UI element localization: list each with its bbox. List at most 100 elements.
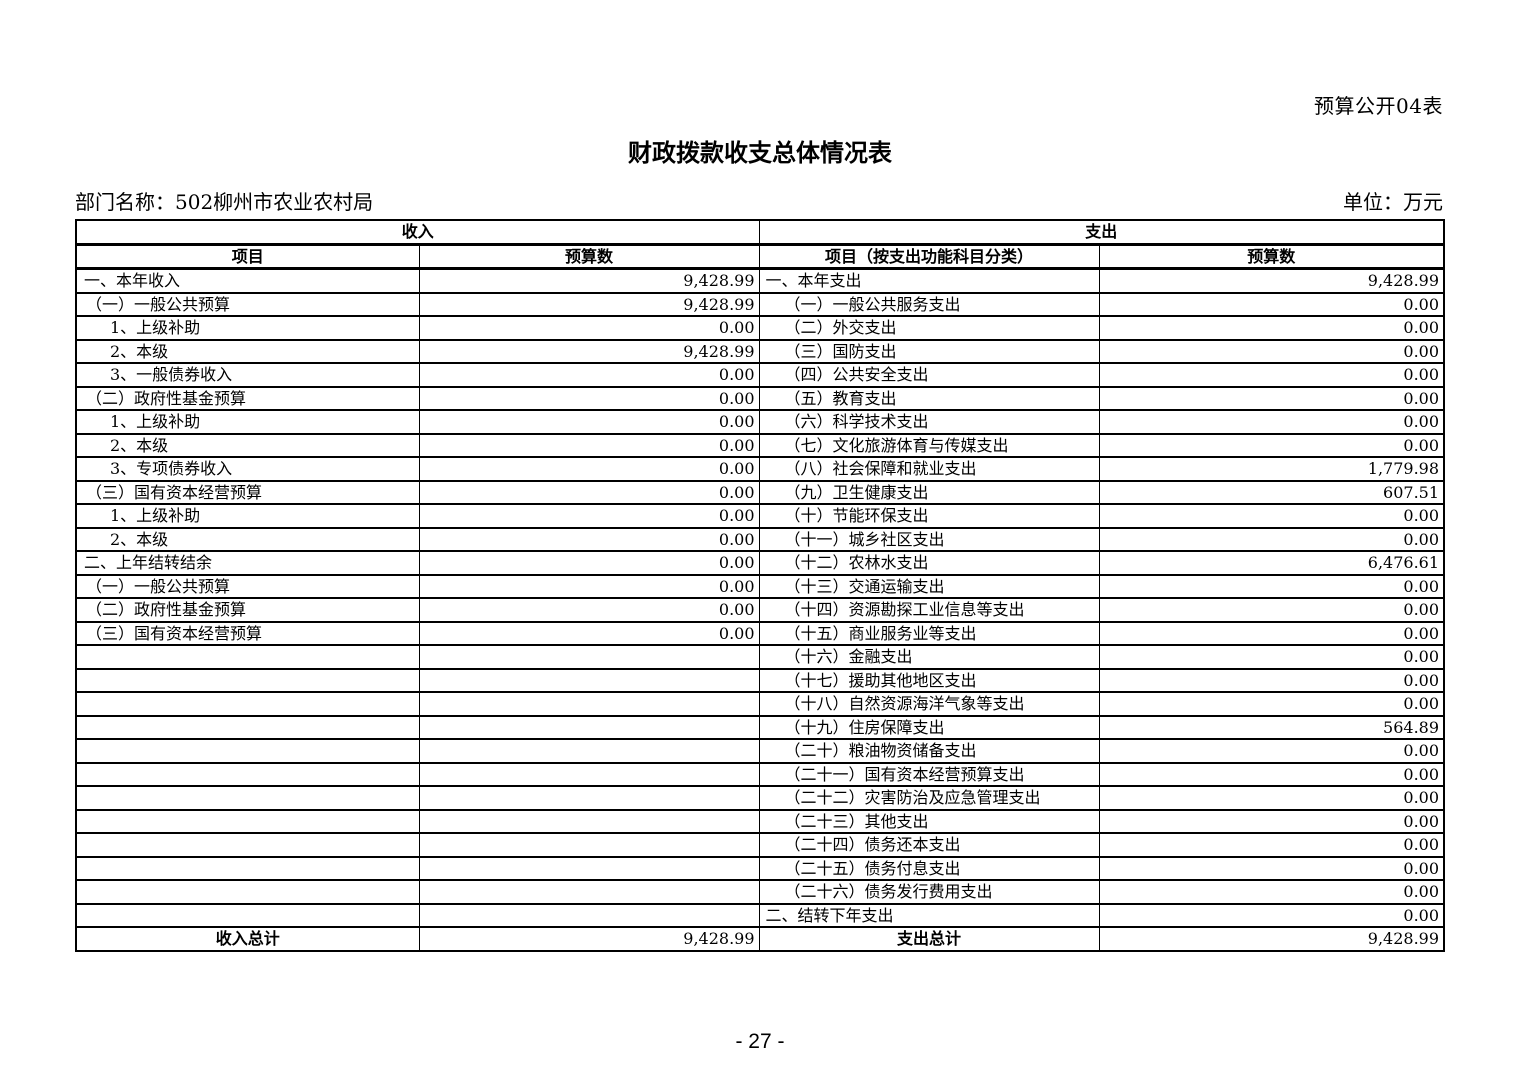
- income-budget-cell: 0.00: [418, 573, 760, 599]
- expense-item-cell: （十四）资源勘探工业信息等支出: [758, 597, 1100, 623]
- income-budget-cell: [418, 808, 760, 834]
- expense-item-cell: （一）一般公共服务支出: [758, 291, 1100, 317]
- income-budget-cell: [418, 832, 760, 858]
- table-row: （一）一般公共预算 0.00 （十三）交通运输支出 0.00: [75, 573, 1445, 599]
- expense-item-cell: （四）公共安全支出: [758, 362, 1100, 388]
- expense-budget-cell: 0.00: [1098, 315, 1445, 341]
- expense-budget-cell: 1,779.98: [1098, 456, 1445, 482]
- table-row: （十九）住房保障支出 564.89: [75, 714, 1445, 740]
- table-row: （二十一）国有资本经营预算支出 0.00: [75, 761, 1445, 787]
- expense-budget-cell: 0.00: [1098, 832, 1445, 858]
- income-item-cell: [75, 902, 420, 928]
- expense-budget-cell: 0.00: [1098, 573, 1445, 599]
- income-item-cell: （二）政府性基金预算: [75, 597, 420, 623]
- income-item-cell: [75, 855, 420, 881]
- column-header-row: 项目 预算数 项目（按支出功能科目分类） 预算数: [75, 243, 1445, 270]
- income-item-cell: [75, 879, 420, 905]
- expense-item-cell: （三）国防支出: [758, 338, 1100, 364]
- expense-budget-cell: 564.89: [1098, 714, 1445, 740]
- table-row: （十八）自然资源海洋气象等支出 0.00: [75, 691, 1445, 717]
- expense-item-cell: （七）文化旅游体育与传媒支出: [758, 432, 1100, 458]
- income-total-label: 收入总计: [75, 926, 420, 952]
- income-item-cell: [75, 644, 420, 670]
- income-budget-column-header: 预算数: [418, 243, 760, 270]
- income-item-cell: 二、上年结转结余: [75, 550, 420, 576]
- expense-item-cell: （六）科学技术支出: [758, 409, 1100, 435]
- income-budget-cell: 9,428.99: [418, 338, 760, 364]
- income-item-cell: 3、专项债券收入: [75, 456, 420, 482]
- expense-item-cell: （八）社会保障和就业支出: [758, 456, 1100, 482]
- expense-item-cell: （十）节能环保支出: [758, 503, 1100, 529]
- income-total-value: 9,428.99: [418, 926, 760, 952]
- expense-budget-cell: 0.00: [1098, 855, 1445, 881]
- table-row: 二、结转下年支出 0.00: [75, 902, 1445, 928]
- income-item-cell: 一、本年收入: [75, 267, 420, 294]
- table-header: 收入 支出 项目 预算数 项目（按支出功能科目分类） 预算数: [75, 219, 1445, 270]
- meta-row: 部门名称：502柳州市农业农村局 单位：万元: [75, 186, 1443, 215]
- table-row: （二十二）灾害防治及应急管理支出 0.00: [75, 785, 1445, 811]
- table-row: （二十四）债务还本支出 0.00: [75, 832, 1445, 858]
- expense-item-cell: （十二）农林水支出: [758, 550, 1100, 576]
- income-item-cell: 3、一般债券收入: [75, 362, 420, 388]
- expense-budget-column-header: 预算数: [1098, 243, 1445, 270]
- income-item-cell: （一）一般公共预算: [75, 573, 420, 599]
- expense-budget-cell: 0.00: [1098, 738, 1445, 764]
- expense-item-cell: （十六）金融支出: [758, 644, 1100, 670]
- expense-item-cell: （五）教育支出: [758, 385, 1100, 411]
- income-item-cell: 1、上级补助: [75, 315, 420, 341]
- expense-item-cell: （二十二）灾害防治及应急管理支出: [758, 785, 1100, 811]
- expense-item-cell: （十三）交通运输支出: [758, 573, 1100, 599]
- income-budget-cell: [418, 902, 760, 928]
- expense-item-cell: （二十四）债务还本支出: [758, 832, 1100, 858]
- table-row: 2、本级 0.00 （七）文化旅游体育与传媒支出 0.00: [75, 432, 1445, 458]
- expense-budget-cell: 0.00: [1098, 902, 1445, 928]
- budget-table: 收入 支出 项目 预算数 项目（按支出功能科目分类） 预算数 一、本年收入 9,…: [75, 219, 1446, 952]
- table-row: （一）一般公共预算 9,428.99 （一）一般公共服务支出 0.00: [75, 291, 1445, 317]
- expense-budget-cell: 0.00: [1098, 667, 1445, 693]
- income-budget-cell: 0.00: [418, 620, 760, 646]
- expense-budget-cell: 0.00: [1098, 644, 1445, 670]
- table-row: （二十三）其他支出 0.00: [75, 808, 1445, 834]
- table-row: （二十六）债务发行费用支出 0.00: [75, 879, 1445, 905]
- page-title: 财政拨款收支总体情况表: [628, 138, 892, 167]
- table-row: 一、本年收入 9,428.99 一、本年支出 9,428.99: [75, 267, 1445, 294]
- income-item-cell: [75, 691, 420, 717]
- income-budget-cell: [418, 714, 760, 740]
- income-item-cell: 1、上级补助: [75, 503, 420, 529]
- expense-budget-cell: 0.00: [1098, 526, 1445, 552]
- income-item-cell: [75, 667, 420, 693]
- expense-item-cell: （十九）住房保障支出: [758, 714, 1100, 740]
- expense-item-cell: （二十一）国有资本经营预算支出: [758, 761, 1100, 787]
- expense-budget-cell: 0.00: [1098, 432, 1445, 458]
- expense-item-cell: （九）卫生健康支出: [758, 479, 1100, 505]
- income-item-cell: （三）国有资本经营预算: [75, 479, 420, 505]
- table-row: （二十五）债务付息支出 0.00: [75, 855, 1445, 881]
- table-row: （三）国有资本经营预算 0.00 （十五）商业服务业等支出 0.00: [75, 620, 1445, 646]
- income-item-cell: [75, 714, 420, 740]
- table-row: （二）政府性基金预算 0.00 （十四）资源勘探工业信息等支出 0.00: [75, 597, 1445, 623]
- table-row: 1、上级补助 0.00 （二）外交支出 0.00: [75, 315, 1445, 341]
- income-budget-cell: [418, 879, 760, 905]
- expense-item-cell: （二）外交支出: [758, 315, 1100, 341]
- income-budget-cell: 0.00: [418, 503, 760, 529]
- table-row: 3、一般债券收入 0.00 （四）公共安全支出 0.00: [75, 362, 1445, 388]
- table-row: 1、上级补助 0.00 （十）节能环保支出 0.00: [75, 503, 1445, 529]
- table-row: （十六）金融支出 0.00: [75, 644, 1445, 670]
- income-budget-cell: 0.00: [418, 456, 760, 482]
- table-body: 一、本年收入 9,428.99 一、本年支出 9,428.99 （一）一般公共预…: [75, 267, 1445, 928]
- table-row: 3、专项债券收入 0.00 （八）社会保障和就业支出 1,779.98: [75, 456, 1445, 482]
- expense-item-cell: （十八）自然资源海洋气象等支出: [758, 691, 1100, 717]
- expense-budget-cell: 607.51: [1098, 479, 1445, 505]
- income-budget-cell: [418, 644, 760, 670]
- income-budget-cell: [418, 785, 760, 811]
- income-item-cell: [75, 832, 420, 858]
- expense-item-column-header: 项目（按支出功能科目分类）: [758, 243, 1100, 270]
- expense-budget-cell: 0.00: [1098, 385, 1445, 411]
- unit-label: 单位：万元: [1343, 190, 1443, 214]
- expense-budget-cell: 0.00: [1098, 620, 1445, 646]
- income-item-column-header: 项目: [75, 243, 420, 270]
- expense-budget-cell: 0.00: [1098, 879, 1445, 905]
- income-budget-cell: 0.00: [418, 432, 760, 458]
- expense-budget-cell: 0.00: [1098, 597, 1445, 623]
- table-row: （十七）援助其他地区支出 0.00: [75, 667, 1445, 693]
